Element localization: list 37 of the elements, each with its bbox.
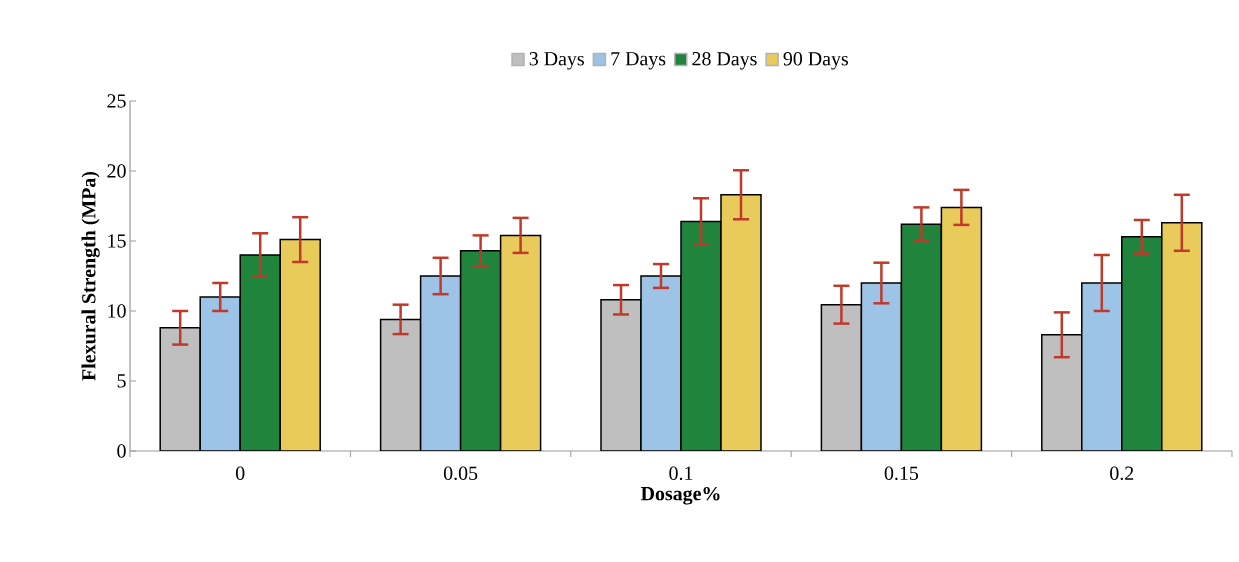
bar [279, 238, 321, 451]
legend-label: 28 Days [692, 52, 757, 70]
bar [940, 206, 983, 451]
bar [1041, 334, 1083, 451]
bar [1121, 236, 1163, 451]
bar [159, 327, 201, 451]
x-tick-label: 0 [235, 466, 245, 480]
bar [860, 282, 903, 451]
x-tick-label: 0.2 [1110, 466, 1134, 481]
bar [499, 234, 542, 451]
bar [600, 299, 642, 451]
y-tick-label: 15 [108, 234, 126, 248]
bar [459, 250, 502, 451]
y-tick-label: 25 [107, 94, 126, 108]
legend-label: 90 Days [783, 52, 848, 70]
y-tick-label: 0 [117, 444, 126, 458]
x-axis-title: Dosage% [640, 486, 720, 505]
bar [239, 254, 281, 451]
y-tick-label: 20 [107, 164, 126, 178]
bar [820, 303, 863, 451]
y-tick-label: 10 [108, 304, 126, 318]
bar [900, 223, 943, 451]
bar [199, 296, 241, 451]
y-tick-label: 5 [117, 374, 126, 388]
x-tick-label: 0.05 [443, 466, 478, 481]
y-axis-title: Flexural Strength (MPa) [81, 171, 100, 381]
bar [720, 194, 762, 451]
bar [640, 275, 682, 451]
legend-label: 7 Days [611, 52, 666, 70]
x-tick-label: 0.1 [669, 466, 693, 481]
bar [1081, 282, 1123, 451]
bar [680, 220, 722, 451]
legend-label: 3 Days [529, 52, 584, 70]
bar [379, 318, 422, 451]
bar [1161, 222, 1203, 451]
x-tick-label: 0.15 [884, 466, 919, 481]
bar [419, 275, 462, 451]
